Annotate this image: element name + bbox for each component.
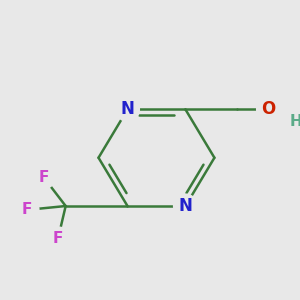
Text: O: O	[261, 100, 276, 118]
Text: F: F	[53, 231, 63, 246]
Circle shape	[14, 197, 40, 222]
Text: F: F	[22, 202, 32, 217]
Circle shape	[256, 97, 281, 122]
Text: N: N	[121, 100, 134, 118]
Text: N: N	[178, 197, 192, 215]
Text: F: F	[38, 169, 49, 184]
Circle shape	[283, 109, 300, 134]
Circle shape	[31, 164, 56, 190]
Circle shape	[115, 97, 140, 122]
Text: H: H	[289, 113, 300, 128]
Circle shape	[45, 226, 70, 251]
Circle shape	[173, 194, 198, 219]
